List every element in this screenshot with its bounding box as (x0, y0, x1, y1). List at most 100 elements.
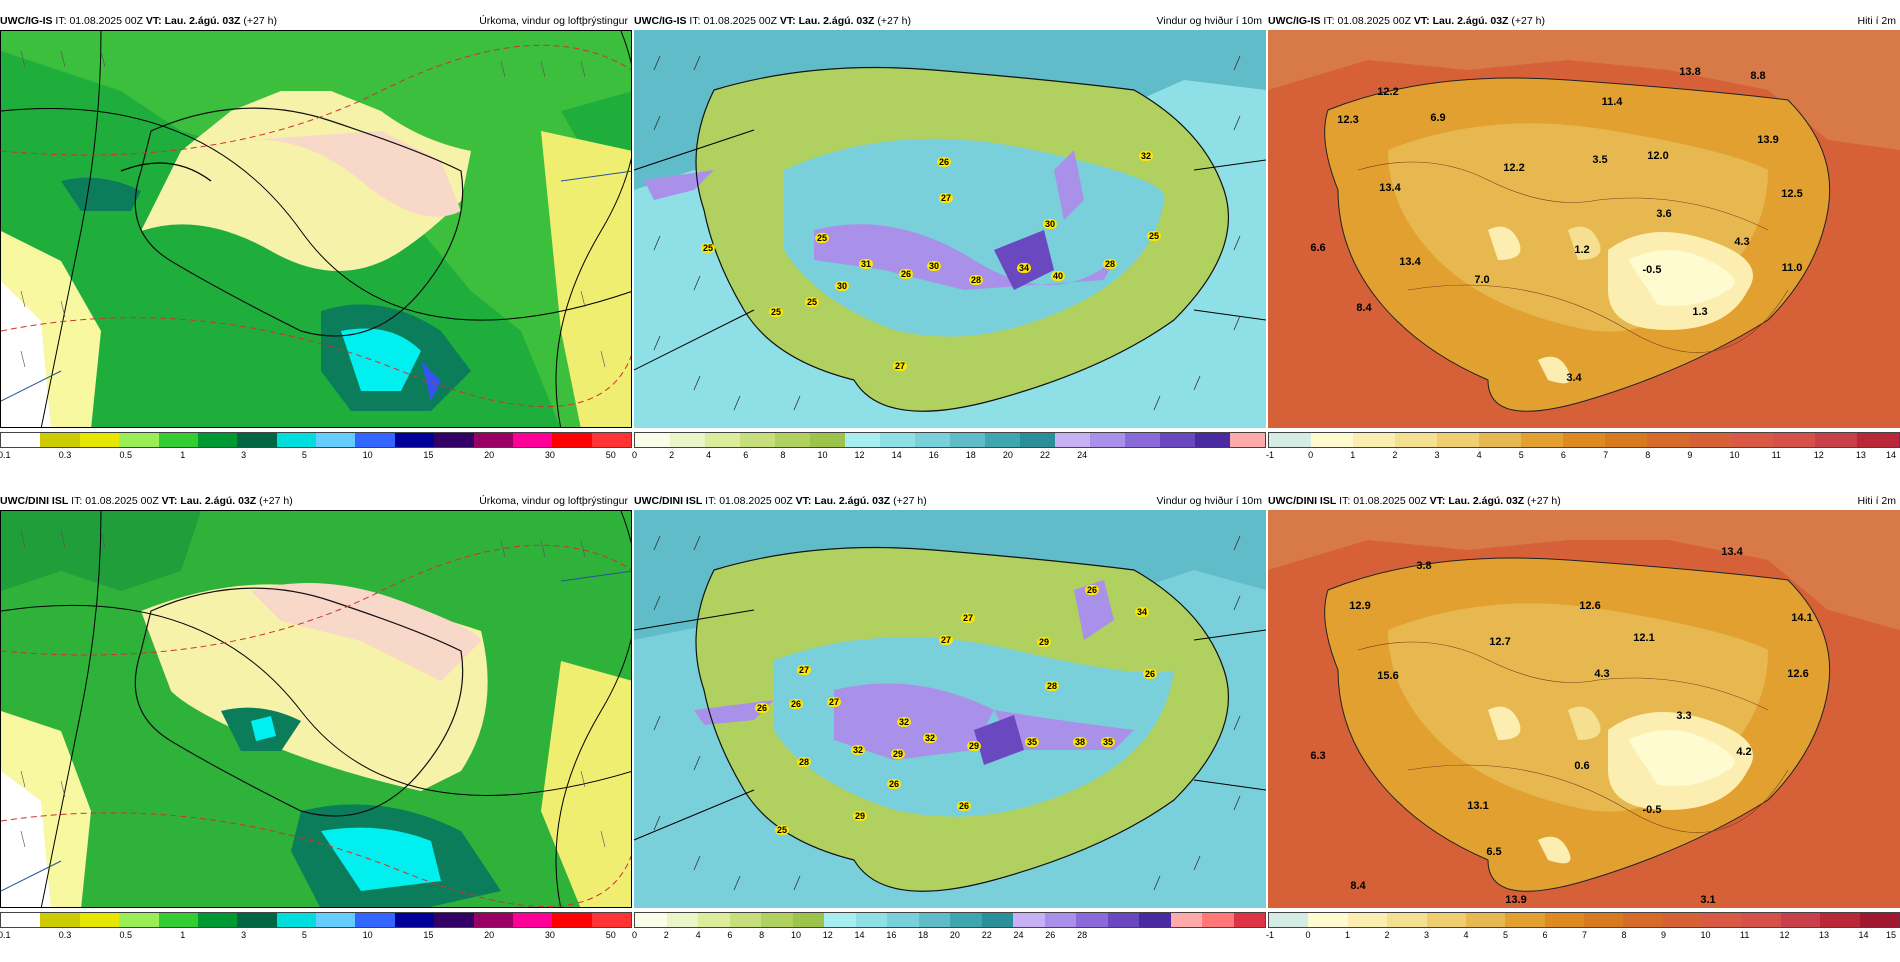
gust-value-label: 25 (804, 297, 820, 307)
gust-value-label: 26 (1142, 669, 1158, 679)
temperature-value-label: 3.5 (1592, 154, 1608, 166)
temp-map: 3.8 13.4 12.9 12.6 14.1 12.7 12.1 15.6 4.3 12.6 3.… (1268, 510, 1900, 908)
colorbar-tick-label: 10 (362, 450, 373, 460)
colorbar-tick-label: 2 (1384, 930, 1390, 940)
colorbar-swatch (1465, 913, 1506, 927)
wind-map: 26 34 27 27 29 27 26 26 26 27 28 32 32 32 29 29 35 38 35 28… (634, 510, 1266, 908)
vt-label: VT: (795, 495, 812, 507)
colorbar-swatch (1308, 913, 1348, 927)
colorbar-tick-label: 5 (301, 930, 307, 940)
temperature-value-label: 8.4 (1350, 880, 1366, 892)
panel-header: UWC/IG-IS IT: 01.08.2025 00Z VT: Lau. 2.… (634, 14, 1266, 28)
it-value: 01.08.2025 00Z (1353, 495, 1427, 507)
colorbar-tick-label: 12 (1813, 450, 1824, 460)
colorbar-tick-label: 3 (1424, 930, 1430, 940)
colorbar-tick-label: -1 (1266, 450, 1275, 460)
panel-header: UWC/DINI ISL IT: 01.08.2025 00Z VT: Lau.… (1268, 494, 1900, 508)
colorbar-tick-label: 22 (981, 930, 992, 940)
colorbar-tick-label: 15 (423, 450, 434, 460)
temperature-value-label: 12.6 (1787, 668, 1809, 680)
colorbar-tick-label: 4 (1463, 930, 1469, 940)
temperature-value-label: 3.6 (1656, 208, 1672, 220)
colorbar-swatch (197, 913, 238, 927)
lead-time: (+27 h) (259, 495, 293, 507)
colorbar-swatch (40, 913, 80, 927)
colorbar-swatch (887, 913, 919, 927)
precip-colorbar-ticks: 0.1 0.3 0.5 1 3 5 10 15 20 30 50 (0, 930, 632, 942)
temp-colorbar (1268, 912, 1900, 928)
colorbar-swatch (950, 433, 985, 447)
temperature-value-label: 4.3 (1594, 668, 1610, 680)
temperature-value-label: 8.4 (1356, 302, 1372, 314)
gust-value-label: 27 (960, 613, 976, 623)
temperature-value-label: 3.3 (1676, 710, 1692, 722)
colorbar-tick-label: 26 (1045, 930, 1056, 940)
colorbar-swatch (276, 913, 316, 927)
colorbar-swatch (1076, 913, 1108, 927)
colorbar-swatch (1195, 433, 1230, 447)
wind-colorbar (634, 912, 1266, 928)
gust-value-label: 28 (968, 275, 984, 285)
gust-value-label: 28 (796, 757, 812, 767)
it-label: IT: (1339, 495, 1351, 507)
temp-panel-bottom: UWC/DINI ISL IT: 01.08.2025 00Z VT: Lau.… (1266, 494, 1900, 962)
colorbar-tick-label: 13 (1855, 450, 1866, 460)
colorbar-swatch (1139, 913, 1171, 927)
lead-time: (+27 h) (243, 15, 277, 27)
wind-map: 32 26 27 30 25 25 25 31 26 30 28 34 40 28 30 25 25 27 (634, 30, 1266, 428)
colorbar-tick-label: 14 (891, 450, 902, 460)
gust-value-label: 27 (826, 697, 842, 707)
colorbar-tick-label: 13 (1819, 930, 1830, 940)
colorbar-tick-label: 12 (1779, 930, 1790, 940)
colorbar-tick-label: 1 (180, 930, 186, 940)
colorbar-tick-label: 3 (1434, 450, 1440, 460)
gust-value-label: 34 (1016, 263, 1032, 273)
colorbar-swatch (1013, 913, 1045, 927)
colorbar-tick-label: 22 (1039, 450, 1050, 460)
colorbar-tick-label: 4 (695, 930, 701, 940)
colorbar-swatch (512, 433, 553, 447)
temperature-value-label: 12.9 (1349, 600, 1371, 612)
colorbar-tick-label: 18 (918, 930, 929, 940)
lead-time: (+27 h) (1527, 495, 1561, 507)
temperature-value-label: 3.1 (1700, 894, 1716, 906)
colorbar-swatch (1605, 433, 1647, 447)
colorbar-swatch (473, 433, 513, 447)
colorbar-swatch (119, 913, 159, 927)
temperature-value-label: 3.4 (1566, 372, 1582, 384)
vt-value: Lau. 2.ágú. 03Z (1448, 495, 1525, 507)
colorbar-tick-label: 11 (1740, 930, 1750, 940)
temperature-value-label: 12.5 (1781, 188, 1803, 200)
wind-colorbar (634, 432, 1266, 448)
colorbar-swatch (1, 913, 41, 927)
temperature-value-label: 11.4 (1601, 96, 1623, 108)
colorbar-swatch (355, 913, 395, 927)
colorbar-swatch (845, 433, 880, 447)
colorbar-swatch (1202, 913, 1234, 927)
panel-title: Úrkoma, vindur og loftþrýstingur (479, 495, 628, 507)
colorbar-tick-label: 20 (1002, 450, 1013, 460)
colorbar-tick-label: 7 (1582, 930, 1588, 940)
gust-value-label: 25 (774, 825, 790, 835)
vt-value: Lau. 2.ágú. 03Z (180, 495, 257, 507)
colorbar-swatch (591, 913, 631, 927)
colorbar-swatch (918, 913, 950, 927)
gust-value-label: 29 (1036, 637, 1052, 647)
colorbar-swatch (915, 433, 950, 447)
colorbar-swatch (1426, 913, 1466, 927)
temperature-value-label: 13.1 (1467, 800, 1489, 812)
colorbar-tick-label: 16 (928, 450, 939, 460)
temperature-value-label: 6.5 (1486, 846, 1502, 858)
colorbar-swatch (1107, 913, 1139, 927)
colorbar-swatch (670, 433, 705, 447)
temperature-value-label: 4.3 (1734, 236, 1750, 248)
gust-value-label: 32 (1138, 151, 1154, 161)
colorbar-tick-label: 18 (965, 450, 976, 460)
colorbar-swatch (1055, 433, 1090, 447)
temperature-value-label: 12.2 (1503, 162, 1525, 174)
temperature-value-label: 1.3 (1692, 306, 1708, 318)
temperature-value-label: 4.2 (1736, 746, 1752, 758)
gust-value-label: 27 (892, 361, 908, 371)
gust-value-label: 28 (1102, 259, 1118, 269)
panel-header: UWC/IG-IS IT: 01.08.2025 00Z VT: Lau. 2.… (1268, 14, 1900, 28)
